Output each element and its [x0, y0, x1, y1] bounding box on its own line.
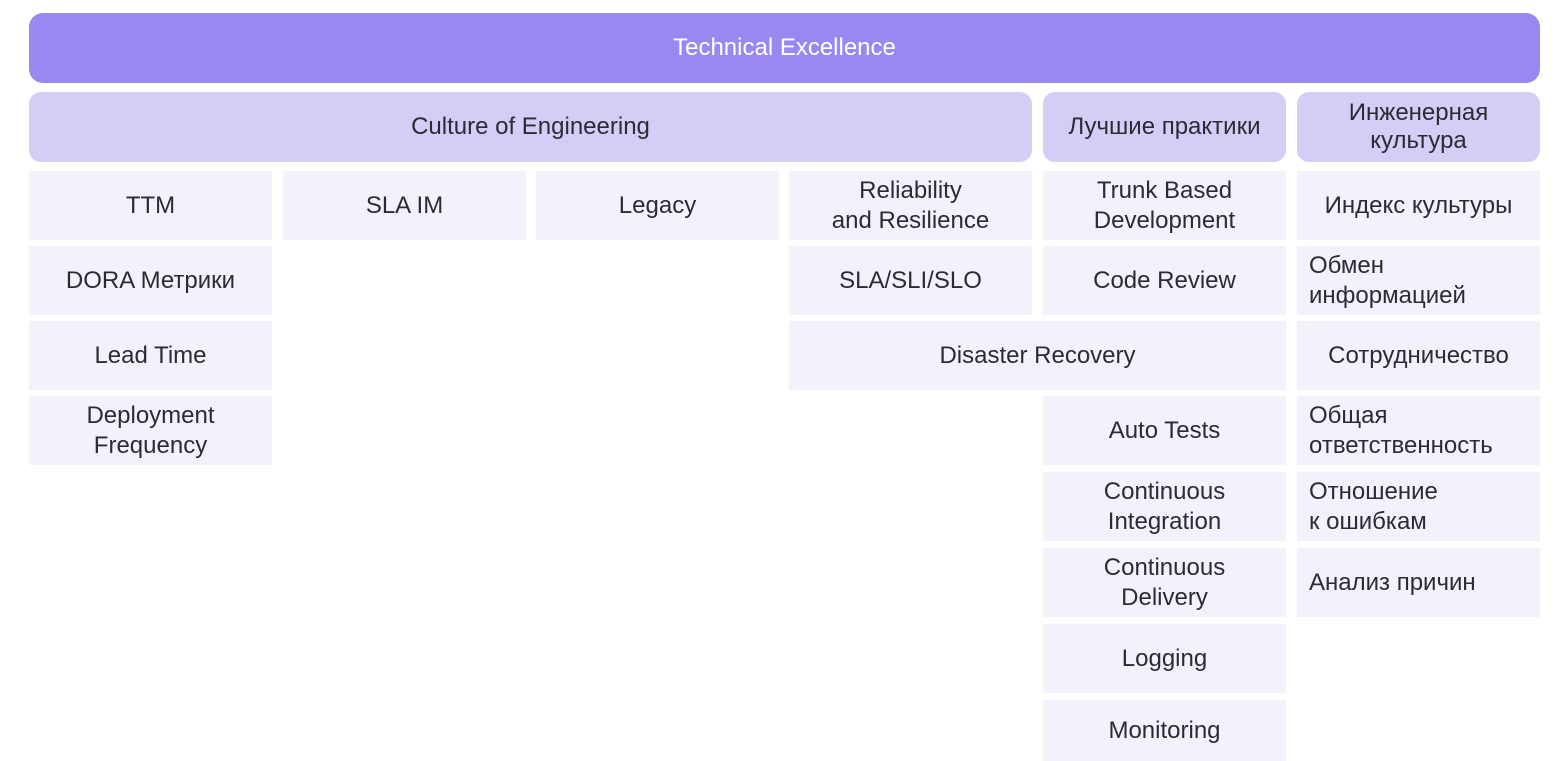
cell-logging: Logging [1043, 624, 1286, 693]
header-label: Инженерная культура [1348, 99, 1489, 154]
header-best-practices: Лучшие практики [1043, 92, 1286, 162]
cell-reliability-resilience: Reliability and Resilience [789, 171, 1032, 240]
cell-disaster-recovery: Disaster Recovery [789, 321, 1286, 390]
cell-label: Trunk Based Development [1093, 176, 1236, 234]
cell-label: Сотрудничество [1328, 341, 1509, 369]
cell-label: Reliability and Resilience [831, 176, 990, 234]
cell-continuous-delivery: Continuous Delivery [1043, 548, 1286, 617]
header-culture-of-engineering: Culture of Engineering [29, 92, 1032, 162]
cell-information-exchange: Обмен информацией [1297, 246, 1540, 315]
cell-label: Auto Tests [1108, 416, 1221, 444]
cell-label: Continuous Integration [1103, 477, 1226, 535]
cell-label: SLA IM [365, 191, 444, 219]
cell-collaboration: Сотрудничество [1297, 321, 1540, 390]
cell-attitude-to-errors: Отношение к ошибкам [1297, 472, 1540, 541]
cell-root-cause-analysis: Анализ причин [1297, 548, 1540, 617]
header-label: Лучшие практики [1068, 113, 1261, 140]
header-engineering-culture: Инженерная культура [1297, 92, 1540, 162]
cell-label: Анализ причин [1309, 568, 1476, 596]
cell-culture-index: Индекс культуры [1297, 171, 1540, 240]
cell-label: Legacy [618, 191, 697, 219]
cell-lead-time: Lead Time [29, 321, 272, 390]
title-bar: Technical Excellence [29, 13, 1540, 83]
cell-label: SLA/SLI/SLO [839, 266, 982, 294]
cell-auto-tests: Auto Tests [1043, 396, 1286, 465]
cell-trunk-based-development: Trunk Based Development [1043, 171, 1286, 240]
cell-label: Отношение к ошибкам [1309, 477, 1438, 535]
cell-shared-responsibility: Общая ответственность [1297, 396, 1540, 465]
title-text: Technical Excellence [673, 34, 896, 61]
cell-label: Общая ответственность [1309, 401, 1493, 459]
cell-label: Continuous Delivery [1103, 553, 1226, 611]
cell-label: Monitoring [1108, 716, 1221, 744]
cell-label: Deployment Frequency [86, 401, 215, 459]
cell-monitoring: Monitoring [1043, 700, 1286, 761]
cell-sla-sli-slo: SLA/SLI/SLO [789, 246, 1032, 315]
cell-sla-im: SLA IM [283, 171, 526, 240]
cell-label: Code Review [1093, 266, 1236, 294]
cell-deployment-frequency: Deployment Frequency [29, 396, 272, 465]
cell-label: DORA Метрики [65, 266, 236, 294]
cell-code-review: Code Review [1043, 246, 1286, 315]
cell-label: Обмен информацией [1309, 251, 1466, 309]
cell-label: TTM [125, 191, 176, 219]
cell-label: Lead Time [94, 341, 207, 369]
cell-continuous-integration: Continuous Integration [1043, 472, 1286, 541]
cell-dora-metrics: DORA Метрики [29, 246, 272, 315]
cell-label: Logging [1121, 644, 1208, 672]
cell-label: Disaster Recovery [939, 341, 1136, 369]
header-label: Culture of Engineering [411, 113, 650, 140]
cell-label: Индекс культуры [1324, 191, 1513, 219]
cell-legacy: Legacy [536, 171, 779, 240]
cell-ttm: TTM [29, 171, 272, 240]
